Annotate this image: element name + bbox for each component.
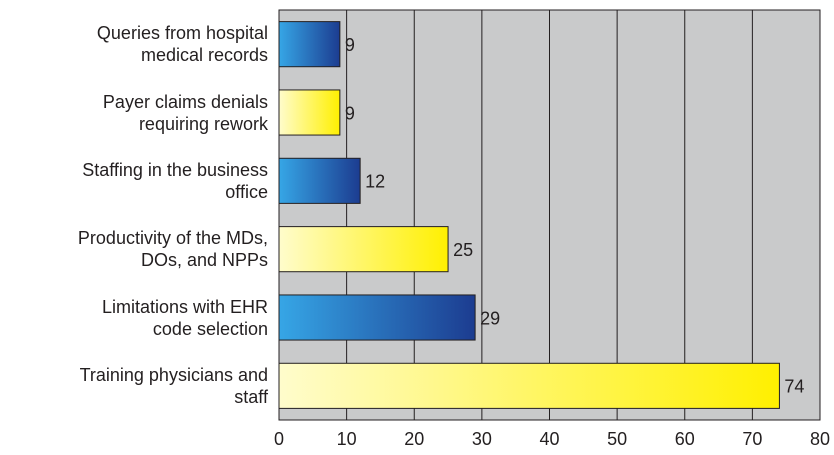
x-tick-label: 80 (810, 429, 830, 449)
value-label: 29 (480, 308, 500, 328)
category-label: Training physicians and staff (79, 364, 268, 407)
x-tick-label: 20 (404, 429, 424, 449)
value-label: 9 (345, 35, 355, 55)
value-label: 9 (345, 103, 355, 123)
x-tick-label: 50 (607, 429, 627, 449)
bar (278, 157, 361, 204)
category-label: Queries from hospital medical records (96, 23, 268, 66)
x-tick-label: 10 (337, 429, 357, 449)
x-tick-label: 30 (472, 429, 492, 449)
bar (278, 294, 476, 341)
x-tick-label: 70 (742, 429, 762, 449)
bar (278, 362, 780, 409)
value-label: 74 (784, 377, 804, 397)
category-label: Limitations with EHR code selection (101, 296, 268, 339)
x-tick-label: 0 (274, 429, 284, 449)
category-label: Staffing in the business office (82, 159, 268, 202)
x-tick-label: 60 (675, 429, 695, 449)
x-tick-label: 40 (539, 429, 559, 449)
category-label: Productivity of the MDs, DOs, and NPPs (77, 228, 268, 271)
category-label: Payer claims denials requiring rework (102, 91, 268, 134)
value-label: 25 (453, 240, 473, 260)
value-label: 12 (365, 172, 385, 192)
bar (278, 21, 341, 68)
bar (278, 89, 341, 136)
bar (278, 226, 449, 273)
